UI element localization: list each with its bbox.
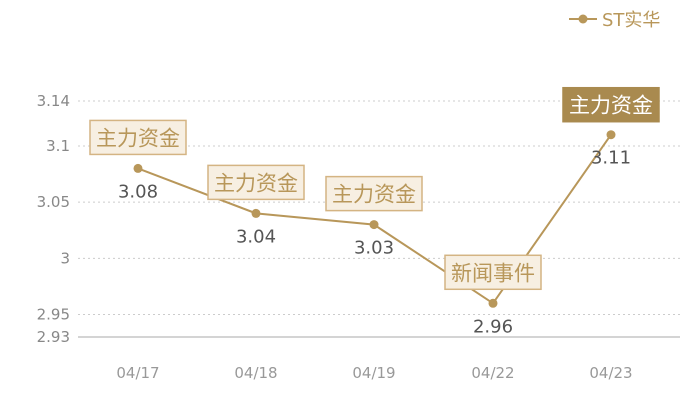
series-line: [133, 130, 616, 308]
y-tick-label: 2.95: [37, 306, 70, 324]
annotation-box: [207, 164, 305, 201]
x-axis: 04/17 04/18 04/19 04/22 04/23: [78, 336, 680, 382]
data-label: 3.08: [118, 181, 158, 202]
x-tick-label: 04/23: [589, 364, 632, 382]
annotation-label: 主力资金: [96, 126, 180, 150]
data-point: [133, 163, 143, 173]
y-tick-label: 2.93: [37, 328, 70, 346]
data-point: [369, 220, 379, 230]
x-tick-label: 04/17: [116, 364, 159, 382]
annotation-box: [89, 119, 187, 156]
y-axis: 2.93 2.95 3 3.05 3.1 3.14: [37, 92, 70, 346]
legend-marker-icon: [578, 14, 588, 24]
data-label: 3.04: [236, 226, 276, 247]
data-label: 2.96: [473, 316, 513, 337]
data-point: [488, 298, 498, 308]
y-tick-label: 3.14: [37, 92, 70, 110]
annotation-label: 主力资金: [214, 171, 298, 195]
x-tick-label: 04/19: [352, 364, 395, 382]
y-tick-label: 3: [60, 249, 70, 267]
annotation-label: 主力资金: [569, 94, 653, 118]
legend[interactable]: ST实华: [569, 10, 660, 31]
annotation-label: 主力资金: [332, 183, 416, 207]
x-tick-label: 04/18: [234, 364, 277, 382]
legend-label: ST实华: [602, 10, 660, 31]
y-tick-label: 3.05: [37, 193, 70, 211]
data-point: [606, 130, 616, 140]
data-label: 3.11: [591, 148, 631, 169]
y-tick-label: 3.1: [46, 137, 70, 155]
annotation-box: [562, 86, 660, 123]
annotation-box: [444, 254, 542, 291]
annotation-label: 新闻事件: [451, 261, 535, 285]
data-labels: 3.08 3.04 3.03 2.96 3.11: [118, 148, 631, 338]
annotation-box: [325, 175, 423, 212]
x-tick-label: 04/22: [471, 364, 514, 382]
data-point: [251, 208, 261, 218]
data-label: 3.03: [354, 238, 394, 259]
